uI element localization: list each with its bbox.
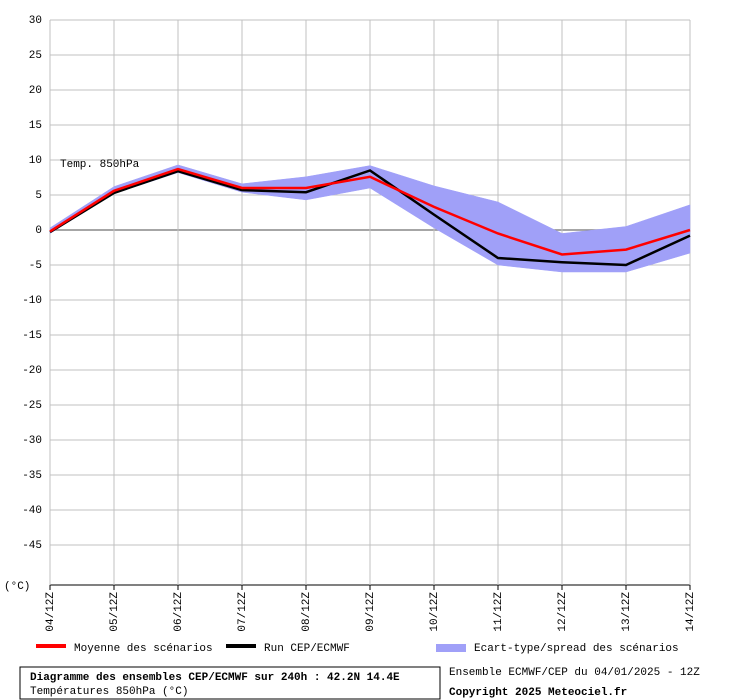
x-tick-label: 06/12Z [173,592,185,632]
y-tick-label: 25 [29,50,42,62]
footer-subtitle: Températures 850hPa (°C) [30,686,188,698]
y-tick-label: -40 [22,505,42,517]
spread-band [369,165,435,229]
x-tick-label: 13/12Z [621,592,633,632]
series-line [49,167,691,256]
x-tick-label: 08/12Z [301,592,313,632]
y-tick-label: 0 [35,225,42,237]
x-tick-label: 04/12Z [45,592,57,632]
y-tick-label: -10 [22,295,42,307]
spread-band [433,185,499,266]
y-tick-label: -30 [22,435,42,447]
y-tick-label: -15 [22,330,42,342]
x-tick-label: 05/12Z [109,592,121,632]
x-tick-label: 07/12Z [237,592,249,632]
y-tick-label: 5 [35,190,42,202]
legend-swatch [36,644,66,648]
legend-label: Moyenne des scénarios [74,643,213,655]
x-tick-label: 09/12Z [365,592,377,632]
y-tick-label: 30 [29,15,42,27]
legend-label: Ecart-type/spread des scénarios [474,643,679,655]
x-tick-label: 14/12Z [685,592,697,632]
y-tick-label: 10 [29,155,42,167]
y-tick-label: 20 [29,85,42,97]
footer-title: Diagramme des ensembles CEP/ECMWF sur 24… [30,672,400,684]
y-tick-label: -25 [22,400,42,412]
y-tick-label: -45 [22,540,42,552]
annotation: Temp. 850hPa [60,159,140,171]
y-tick-label: -20 [22,365,42,377]
x-tick-label: 12/12Z [557,592,569,632]
footer-copyright: Copyright 2025 Meteociel.fr [449,687,627,699]
unit-label: (°C) [4,581,30,593]
y-tick-label: 15 [29,120,42,132]
legend-swatch [436,644,466,652]
legend-label: Run CEP/ECMWF [264,643,350,655]
series-line [49,169,691,267]
footer-run: Ensemble ECMWF/CEP du 04/01/2025 - 12Z [449,667,700,679]
footer-box [19,666,441,700]
legend-swatch [226,644,256,648]
y-tick-label: -5 [29,260,42,272]
x-tick-label: 11/12Z [493,592,505,632]
x-tick-label: 10/12Z [429,592,441,632]
spread-band [625,204,691,273]
y-tick-label: -35 [22,470,42,482]
